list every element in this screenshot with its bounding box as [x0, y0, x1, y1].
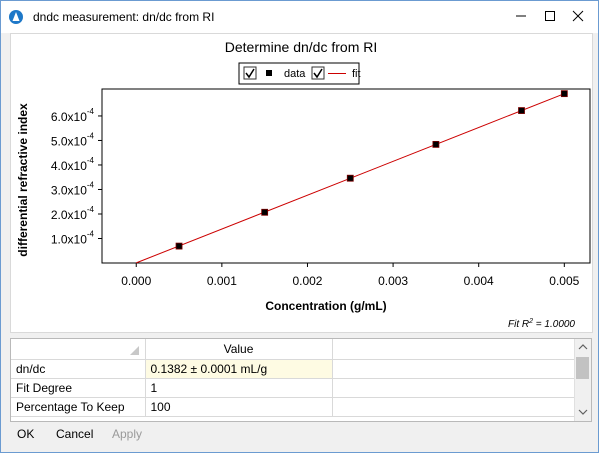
data-point: [261, 208, 269, 216]
window-title: dndc measurement: dn/dc from RI: [33, 10, 215, 24]
property-grid: Value dn/dc 0.1382 ± 0.0001 mL/g Fit Deg…: [10, 338, 592, 422]
checkmark-icon: [245, 68, 255, 79]
scroll-down-icon[interactable]: [578, 407, 588, 417]
app-icon: [9, 10, 23, 24]
legend-box: [238, 62, 360, 85]
row-name: Percentage To Keep: [11, 397, 146, 417]
y-tick-label: 3.0x10-4: [51, 180, 95, 197]
y-tick-label: 4.0x10-4: [51, 156, 95, 173]
x-tick-label: 0.004: [464, 274, 494, 288]
table-row[interactable]: Fit Degree 1: [11, 378, 576, 398]
chart-title: Determine dn/dc from RI: [225, 39, 378, 55]
close-icon: [572, 10, 584, 22]
legend-marker-data: [266, 70, 272, 76]
fit-r2-note: Fit R2 = 1.0000: [508, 318, 575, 330]
minimize-icon: [516, 15, 526, 17]
x-tick-label: 0.000: [121, 274, 151, 288]
legend-checkbox-fit[interactable]: [311, 66, 325, 80]
maximize-icon: [545, 11, 555, 21]
grid-corner[interactable]: [11, 339, 146, 360]
x-tick-label: 0.003: [378, 274, 408, 288]
minimize-button[interactable]: [509, 5, 533, 27]
y-tick-label: 2.0x10-4: [51, 205, 95, 222]
row-value[interactable]: 1: [145, 378, 333, 398]
y-tick-label: 1.0x10-4: [51, 229, 95, 246]
x-tick-label: 0.002: [292, 274, 322, 288]
property-table: Value dn/dc 0.1382 ± 0.0001 mL/g Fit Deg…: [11, 339, 576, 417]
scrollbar-thumb[interactable]: [576, 357, 589, 379]
chart: Determine dn/dc from RI data fit 0.000 0.0…: [16, 39, 591, 330]
x-tick-label: 0.005: [549, 274, 579, 288]
data-point: [518, 107, 525, 114]
row-value[interactable]: 100: [145, 397, 333, 417]
title-bar: dndc measurement: dn/dc from RI: [1, 1, 598, 33]
sort-corner-icon: [129, 346, 139, 355]
data-point: [346, 174, 354, 182]
legend-label-fit: fit: [352, 68, 361, 80]
chart-legend: data fit: [238, 62, 361, 85]
legend-label-data: data: [284, 68, 306, 80]
ok-button[interactable]: OK: [17, 427, 35, 441]
checkmark-icon: [313, 68, 323, 79]
y-axis-label: differential refractive index: [16, 103, 30, 257]
maximize-button[interactable]: [538, 5, 562, 27]
row-name: dn/dc: [11, 359, 146, 379]
table-row[interactable]: Percentage To Keep 100: [11, 397, 576, 417]
close-button[interactable]: [566, 5, 590, 27]
grid-header-empty: [332, 339, 576, 360]
table-row[interactable]: dn/dc 0.1382 ± 0.0001 mL/g: [11, 359, 576, 379]
vertical-scrollbar[interactable]: [574, 339, 591, 421]
x-axis-label: Concentration (g/mL): [265, 299, 386, 313]
plot-area: [101, 88, 591, 264]
button-bar: OK Cancel Apply: [1, 421, 598, 451]
row-name: Fit Degree: [11, 378, 146, 398]
legend-checkbox-data[interactable]: [243, 66, 257, 80]
grid-header-row: Value: [11, 339, 576, 360]
y-axis: 1.0x10-4 2.0x10-4 3.0x10-4 4.0x10-4 5.0x10-4…: [51, 107, 102, 246]
y-tick-label: 6.0x10-4: [51, 107, 95, 124]
data-point: [432, 140, 440, 148]
x-axis: 0.000 0.001 0.002 0.003 0.004 0.005: [121, 263, 580, 288]
data-point: [175, 242, 183, 250]
scroll-up-icon[interactable]: [578, 342, 588, 352]
cancel-button[interactable]: Cancel: [56, 427, 94, 441]
y-tick-label: 5.0x10-4: [51, 131, 95, 148]
x-tick-label: 0.001: [207, 274, 237, 288]
data-point: [560, 90, 568, 98]
chart-panel: Determine dn/dc from RI data fit 0.000 0.0…: [10, 33, 593, 333]
row-value[interactable]: 0.1382 ± 0.0001 mL/g: [145, 359, 333, 379]
apply-button[interactable]: Apply: [112, 427, 143, 441]
series-layer: [136, 90, 568, 264]
grid-header-value[interactable]: Value: [145, 339, 333, 360]
